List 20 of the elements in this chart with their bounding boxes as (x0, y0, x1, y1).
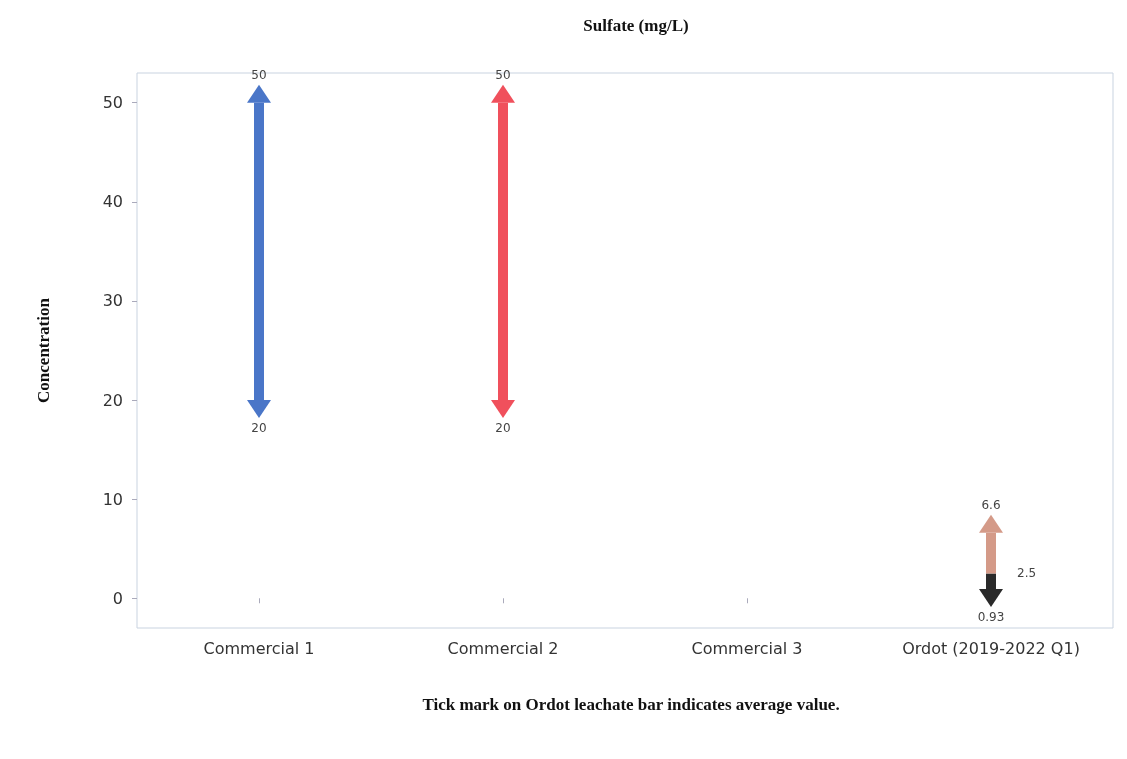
x-tick-label: Commercial 3 (691, 638, 803, 658)
y-tick-label: 20 (102, 390, 123, 410)
y-axis-title: Concentration (34, 297, 53, 403)
x-tick-label: Ordot (2019-2022 Q1) (902, 638, 1080, 658)
x-tick-label: Commercial 1 (203, 638, 315, 658)
annotation: 50 (251, 67, 267, 82)
y-tick-label: 0 (112, 588, 123, 608)
annotation: 6.6 (981, 497, 1001, 512)
text: Tick mark on Ordot leachate bar indicates average value. (422, 694, 840, 714)
y-tick-label: 40 (102, 192, 123, 212)
annotation: 20 (495, 421, 511, 436)
y-tick-label: 30 (102, 291, 123, 311)
y-tick-label: 50 (102, 93, 123, 113)
annotation: 2.5 (1017, 566, 1037, 581)
annotation: 20 (251, 421, 267, 436)
annotation: 50 (495, 67, 511, 82)
y-tick-label: 10 (102, 489, 123, 509)
x-tick-label: Commercial 2 (447, 638, 559, 658)
chart-title: Sulfate (mg/L) (583, 16, 689, 35)
annotation: 0.93 (977, 610, 1005, 625)
